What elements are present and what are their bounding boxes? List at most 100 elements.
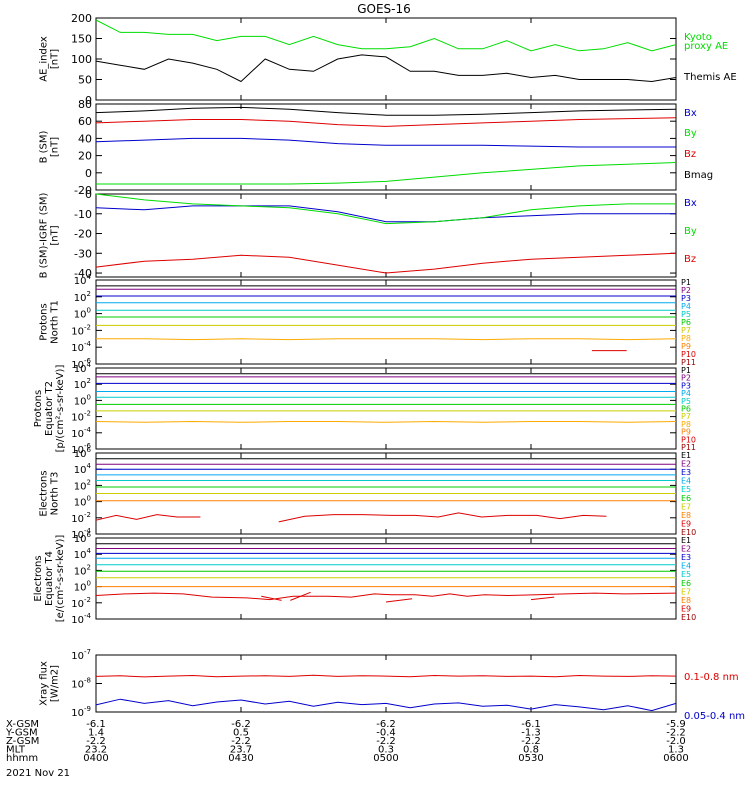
series-line-Bmag	[95, 106, 677, 116]
y-tick-label: -10	[74, 208, 92, 221]
y-axis-label: AE_index	[39, 36, 50, 82]
ephemeris-value: 23.7	[230, 745, 252, 756]
y-tick-label: 10-8	[71, 677, 91, 691]
series-line-Bz	[95, 117, 677, 127]
y-tick-label: 10-6	[71, 357, 91, 371]
legend-label: P9	[681, 342, 691, 351]
series-line-Kyoto	[95, 19, 677, 52]
x-axis-table: X-GSM -6.1 -6.2 -6.2 -6.1 -5.9 Y-GSM 1.4 0.5 -0.4…	[5, 719, 689, 779]
series-line-P8	[95, 420, 677, 423]
series-line-E9	[385, 598, 413, 603]
y-tick-label: -20	[74, 228, 92, 241]
legend-label: Bx	[684, 108, 697, 119]
series-line-0.05-0.4 nm	[95, 698, 677, 712]
y-axis-label: North T1	[50, 300, 61, 344]
ephemeris-value: 0400	[83, 753, 108, 764]
y-tick-label: 100	[74, 580, 91, 594]
y-tick-label: 10-4	[71, 426, 91, 440]
ephemeris-value: -6.1	[86, 719, 106, 730]
y-tick-label: 10-2	[71, 323, 91, 337]
y-tick-label: 10-7	[71, 648, 91, 662]
ephemeris-value: -2.2	[86, 736, 106, 747]
ephemeris-value: -0.4	[376, 728, 396, 739]
ephemeris-value: 1.3	[668, 745, 684, 756]
y-tick-label: 102	[74, 377, 91, 391]
panel-xray: 10-9 10-8 10-7 Xray flux [W/m2] 0.1-0.8 nm 0.0…	[39, 648, 746, 722]
legend-label: E4	[681, 477, 691, 486]
panel-b_sm_igrf: -40 -30 -20 -10 0 B (SM)-IGRF (SM) [nT] Bx By Bz	[39, 188, 697, 280]
legend-label: P7	[681, 326, 691, 335]
legend-label: E10	[681, 613, 696, 622]
ephemeris-value: 0.8	[523, 745, 539, 756]
y-tick-label: 102	[74, 563, 91, 577]
series-line-By	[96, 162, 677, 185]
y-tick-label: 40	[78, 132, 92, 145]
y-axis-label: Protons	[33, 390, 44, 427]
y-tick-label: 0	[85, 167, 92, 180]
y-axis-label: Xray flux	[39, 661, 50, 706]
ephemeris-label: MLT	[6, 745, 26, 756]
y-tick-label: 50	[78, 74, 92, 87]
y-tick-label: 10-2	[71, 511, 91, 525]
legend-label: Bmag	[684, 170, 713, 181]
y-tick-label: 102	[74, 290, 91, 304]
series-line-E9	[530, 596, 555, 601]
y-tick-label: -20	[74, 184, 92, 197]
y-tick-label: 10-6	[71, 442, 91, 456]
ephemeris-value: -2.2	[376, 736, 396, 747]
legend-label: P2	[681, 374, 691, 383]
legend-label: Themis AE	[683, 72, 737, 83]
legend-label: 0.05-0.4 nm	[684, 711, 745, 722]
y-tick-label: -30	[74, 247, 92, 260]
y-tick-label: 100	[71, 53, 92, 66]
ephemeris-value: -6.1	[521, 719, 541, 730]
legend-label: P4	[681, 302, 691, 311]
legend-label: P3	[681, 381, 691, 390]
y-axis-label: [nT]	[50, 137, 61, 157]
y-tick-label: 10-4	[71, 340, 91, 354]
legend-label: P8	[681, 420, 691, 429]
series-line-Bz	[95, 252, 677, 274]
legend-label: P7	[681, 412, 691, 421]
y-axis-label: B (SM)-IGRF (SM)	[39, 193, 50, 279]
legend-label: E8	[681, 596, 691, 605]
panel-b_sm: -20 0 20 40 60 80 B (SM) [nT] Bx By Bz Bmag	[39, 98, 714, 197]
legend-label: P10	[681, 350, 696, 359]
ephemeris-value: 0.3	[378, 745, 394, 756]
y-tick-label: 104	[74, 273, 92, 287]
date-label: 2021 Nov 21	[6, 768, 70, 779]
y-tick-label: 20	[78, 150, 92, 163]
ephemeris-label: hhmm	[6, 753, 38, 764]
ephemeris-value: -2.2	[521, 736, 541, 747]
ephemeris-label: X-GSM	[6, 719, 39, 730]
legend-label: P1	[681, 366, 691, 375]
legend-label: P1	[681, 278, 691, 287]
y-tick-label: 100	[74, 393, 91, 407]
series-line-Bx	[95, 205, 676, 223]
legend-label: E5	[681, 485, 691, 494]
legend-label: Bz	[684, 149, 696, 160]
legend-label: E7	[681, 502, 691, 511]
y-axis-label: Equator T2	[44, 381, 55, 436]
series-line-0.1-0.8 nm	[95, 674, 677, 678]
legend-label: P11	[681, 443, 696, 452]
ephemeris-value: -6.2	[376, 719, 396, 730]
y-axis-label: [p/(cm²-s-sr-keV)]	[55, 365, 66, 453]
legend-label: P6	[681, 318, 691, 327]
ephemeris-value: 0.5	[233, 728, 249, 739]
legend-label: E6	[681, 494, 691, 503]
series-line-E9	[290, 591, 311, 601]
y-tick-label: 10-4	[71, 527, 91, 541]
series-line-Bx	[95, 137, 676, 148]
ephemeris-value: 0500	[373, 753, 398, 764]
y-tick-label: 200	[71, 12, 92, 25]
legend-label: E9	[681, 519, 691, 528]
y-tick-label: 80	[78, 98, 92, 111]
legend-label: Bz	[684, 254, 696, 265]
series-line-E9	[261, 595, 282, 601]
ephemeris-value: 0430	[228, 753, 253, 764]
y-tick-label: 104	[74, 547, 92, 561]
ephemeris-value: -6.2	[231, 719, 251, 730]
